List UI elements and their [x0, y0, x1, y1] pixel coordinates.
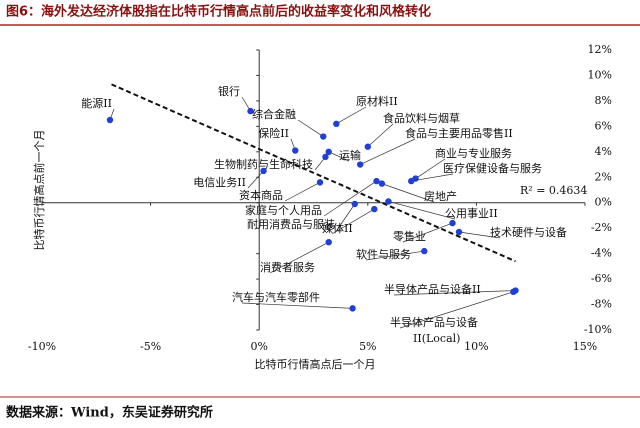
leader-line — [331, 208, 375, 235]
point — [510, 288, 517, 296]
point-label: 资本商品 — [239, 188, 283, 202]
point-label: 半导体产品与设备II — [384, 282, 481, 296]
point-label: 媒体II — [322, 221, 353, 235]
y-tick-label: -6% — [591, 272, 612, 285]
y-tick-label: 10% — [588, 68, 612, 81]
leader-line — [336, 203, 356, 231]
point-label: 综合金融 — [252, 107, 296, 121]
point — [385, 198, 392, 205]
point — [378, 180, 386, 187]
point-label: 半导体产品与设备 II(Local) — [390, 315, 478, 345]
point-label: 家庭与个人用品 — [245, 203, 322, 217]
leader-line — [284, 182, 321, 202]
leader-line — [365, 250, 425, 261]
point — [247, 107, 254, 115]
leader-line — [336, 106, 367, 125]
x-tick-label: 15% — [573, 340, 597, 353]
point-label: 保险II — [258, 126, 289, 140]
point — [351, 200, 358, 208]
r-squared: R² = 0.4634 — [520, 184, 587, 197]
point — [260, 167, 267, 175]
point-label: 汽车与汽车零部件 — [232, 290, 320, 304]
y-tick-label: 6% — [595, 119, 612, 132]
point — [455, 228, 463, 236]
point — [371, 205, 378, 213]
y-tick-label: 2% — [595, 170, 612, 183]
leader-line — [458, 231, 501, 239]
leader-line — [411, 173, 454, 182]
leader-line — [323, 180, 377, 217]
leader-line — [415, 158, 446, 179]
y-tick-label: 12% — [588, 43, 612, 56]
leader-line — [247, 170, 264, 189]
point — [421, 247, 428, 255]
point — [349, 305, 356, 312]
leader-line — [388, 201, 456, 220]
point-label: 电信业务II — [193, 176, 246, 189]
point-label: 食品饮料与烟草 — [383, 111, 460, 125]
point-label: 医疗保健设备与服务 — [443, 161, 542, 175]
leader-line — [328, 151, 350, 162]
source: 数据来源：Wind，东吴证券研究所 — [6, 405, 213, 421]
point — [333, 120, 340, 128]
x-tick-label: 0% — [250, 340, 267, 353]
x-tick-label: -5% — [140, 340, 161, 353]
x-tick-label: 10% — [464, 340, 488, 353]
y-tick-label: 4% — [595, 145, 612, 158]
chart-title: 图6：海外发达经济体股指在比特币行情高点前后的收益率变化和风格转化 — [6, 4, 431, 20]
leader-line — [297, 119, 324, 137]
point-label: 房地产 — [424, 189, 457, 203]
point-label: 消费者服务 — [260, 260, 315, 274]
x-axis-title: 比特币行情高点后一个月 — [255, 357, 376, 371]
y-tick-label: 8% — [595, 94, 612, 107]
x-tick-label: 5% — [359, 340, 376, 353]
point — [373, 177, 380, 185]
leader-line — [393, 290, 516, 296]
point — [408, 177, 415, 185]
y-tick-label: 0% — [595, 196, 612, 209]
y-tick-label: -8% — [591, 298, 612, 311]
y-tick-label: -4% — [591, 247, 612, 260]
point-label: 技术硬件与设备 — [490, 225, 567, 239]
point — [316, 179, 324, 186]
x-tick-label: -10% — [28, 340, 56, 353]
point — [322, 153, 329, 161]
point-label: 原材料II — [356, 94, 398, 108]
leader-line — [269, 241, 329, 274]
point — [320, 133, 327, 140]
point-label: 能源II — [81, 96, 112, 110]
point-label: 银行 — [218, 84, 240, 98]
leader-line — [241, 302, 353, 309]
point-label: 生物制药与生命科技 — [214, 157, 313, 171]
point — [356, 161, 364, 168]
leader-line — [381, 183, 435, 203]
point-label: 公用事业II — [445, 207, 498, 220]
point-label: 软件与服务 — [356, 247, 411, 261]
trend-line — [111, 83, 516, 263]
point — [292, 147, 299, 154]
point-label: 零售业 — [393, 229, 426, 243]
point-label: 耐用消费品与服装 — [247, 217, 335, 231]
leader-line — [360, 138, 416, 165]
point-label: 食品与主要用品零售II — [405, 126, 513, 140]
point — [106, 116, 114, 124]
leader-line — [367, 123, 394, 147]
point-label-line: 半导体产品与设备 — [390, 315, 478, 329]
point — [449, 219, 456, 227]
point-label: 商业与专业服务 — [435, 146, 512, 160]
leader-line — [399, 291, 514, 329]
y-tick-label: -10% — [584, 323, 612, 336]
y-axis-title: 比特币行情高点前一个月 — [32, 130, 46, 251]
point-label-line: II(Local) — [413, 332, 460, 345]
point — [364, 143, 371, 150]
point-label: 运输 — [339, 148, 361, 162]
point — [325, 238, 332, 246]
y-tick-label: -2% — [591, 221, 612, 234]
point — [325, 148, 332, 156]
leader-line — [402, 222, 453, 243]
